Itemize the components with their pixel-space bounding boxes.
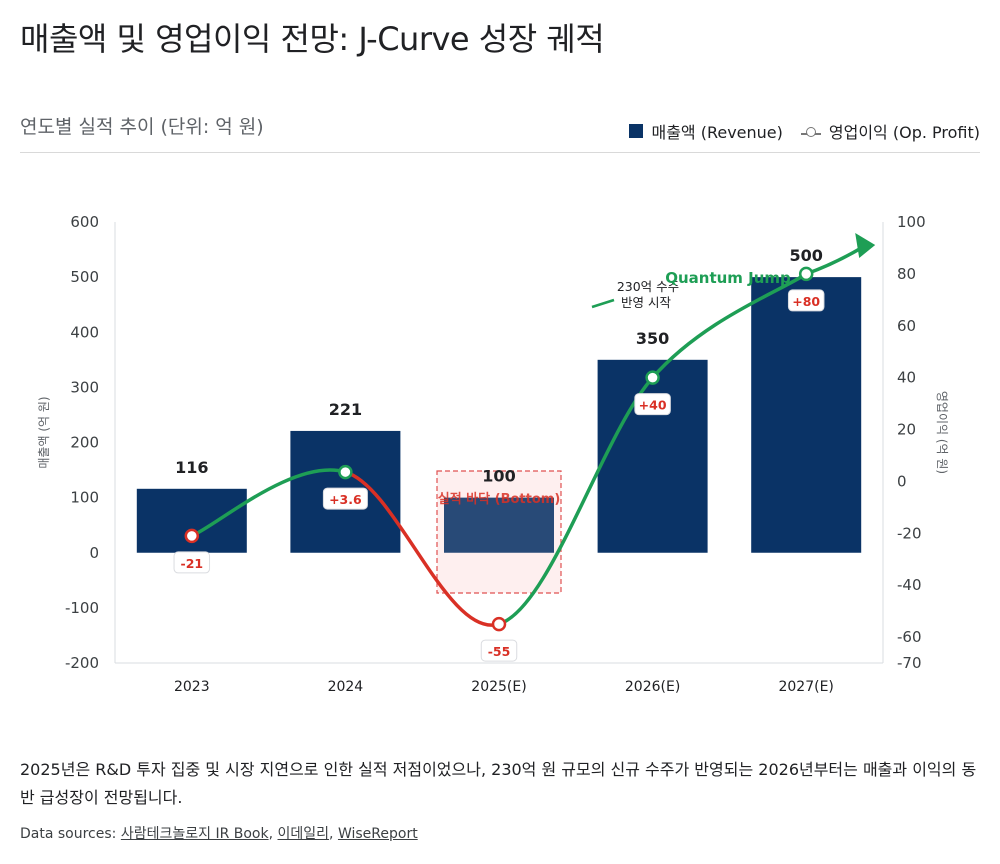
y2-tick-label: 80 bbox=[897, 265, 916, 283]
source-link-edaily[interactable]: 이데일리 bbox=[277, 826, 330, 842]
y2-tick-label: 60 bbox=[897, 317, 916, 335]
y2-tick-label: 100 bbox=[897, 213, 926, 231]
profit-point bbox=[491, 616, 507, 632]
profit-value-label: -55 bbox=[488, 644, 511, 659]
growth-arrow-head-icon bbox=[855, 233, 876, 258]
y2-tick-label: -20 bbox=[897, 524, 922, 542]
y2-tick-label: -40 bbox=[897, 576, 922, 594]
profit-label-box bbox=[322, 487, 368, 510]
chart-legend: 매출액 (Revenue) 영업이익 (Op. Profit) bbox=[629, 119, 980, 143]
profit-label-box bbox=[634, 393, 671, 416]
y-axis-title: 매출액 (억 원) bbox=[37, 396, 51, 468]
x-tick-label: 2025(E) bbox=[471, 679, 526, 695]
x-tick-label: 2024 bbox=[328, 679, 364, 695]
revenue-bar bbox=[136, 488, 247, 553]
y2-tick-label: -70 bbox=[897, 654, 922, 672]
profit-point bbox=[338, 464, 353, 480]
profit-value-label: +3.6 bbox=[329, 492, 362, 507]
legend-label-profit: 영업이익 (Op. Profit) bbox=[828, 123, 980, 142]
y-tick-label: 500 bbox=[70, 268, 99, 286]
y-tick-label: 400 bbox=[70, 323, 99, 341]
y2-tick-label: 0 bbox=[897, 472, 907, 490]
profit-line-segment bbox=[650, 272, 808, 380]
y-tick-label: -100 bbox=[65, 599, 99, 617]
sources-label: Data sources: bbox=[20, 826, 117, 842]
profit-label-box bbox=[480, 639, 518, 662]
profit-value-label: +40 bbox=[639, 398, 667, 413]
orders-annotation-line2: 반영 시작 bbox=[621, 295, 671, 310]
y2-axis-title: 영업이익 (억 원) bbox=[935, 391, 949, 474]
profit-line-segment bbox=[497, 375, 655, 626]
profit-line-segment bbox=[343, 470, 501, 627]
y2-tick-label: -60 bbox=[897, 628, 922, 646]
x-tick-label: 2027(E) bbox=[778, 679, 833, 695]
quantum-jump-annotation: Quantum Jump bbox=[665, 269, 791, 287]
legend-item-revenue: 매출액 (Revenue) bbox=[629, 119, 783, 143]
profit-point bbox=[645, 370, 660, 385]
profit-value-label: +80 bbox=[792, 294, 820, 309]
y-tick-label: -200 bbox=[65, 654, 99, 672]
revenue-bar bbox=[751, 277, 862, 553]
legend-item-profit: 영업이익 (Op. Profit) bbox=[800, 119, 980, 143]
revenue-value-label: 500 bbox=[789, 246, 822, 265]
orders-annotation-leader bbox=[591, 298, 615, 309]
x-tick-label: 2026(E) bbox=[625, 679, 680, 695]
revenue-swatch-icon bbox=[629, 124, 644, 138]
revenue-value-label: 221 bbox=[329, 400, 362, 419]
y-tick-label: 100 bbox=[70, 489, 99, 507]
page-title: 매출액 및 영업이익 전망: J-Curve 성장 궤적 bbox=[20, 20, 605, 58]
revenue-bar bbox=[444, 497, 554, 553]
y-tick-label: 200 bbox=[70, 434, 99, 452]
orders-annotation-line1: 230억 수주 bbox=[617, 279, 679, 294]
source-link-wisereport[interactable]: WiseReport bbox=[337, 826, 418, 842]
revenue-profit-chart: 6005004003002001000-100-200100806040200-… bbox=[37, 213, 949, 695]
profit-line-segment bbox=[190, 468, 348, 538]
profit-label-box bbox=[787, 289, 825, 312]
profit-line-marker-icon bbox=[800, 124, 821, 138]
y-tick-label: 600 bbox=[70, 213, 99, 231]
y2-tick-label: 40 bbox=[897, 369, 916, 387]
y-tick-label: 0 bbox=[89, 544, 99, 562]
x-tick-label: 2023 bbox=[174, 679, 210, 695]
chart-subtitle: 연도별 실적 추이 (단위: 억 원) bbox=[20, 116, 264, 138]
profit-point bbox=[798, 266, 814, 282]
revenue-value-label: 350 bbox=[636, 329, 669, 348]
profit-value-label: -21 bbox=[181, 556, 204, 571]
y-tick-label: 300 bbox=[70, 378, 99, 396]
source-link-ir-book[interactable]: 사람테크놀로지 IR Book bbox=[120, 826, 269, 842]
bottom-annotation: 실적 바닥 (Bottom) bbox=[438, 491, 561, 507]
y2-tick-label: 20 bbox=[897, 421, 916, 439]
chart-caption: 2025년은 R&D 투자 집중 및 시장 지연으로 인한 실적 저점이었으나,… bbox=[20, 760, 977, 807]
legend-label-revenue: 매출액 (Revenue) bbox=[651, 123, 783, 142]
profit-label-box bbox=[173, 551, 211, 574]
header-divider bbox=[20, 152, 980, 153]
data-sources: Data sources: 사람테크놀로지 IR Book, 이데일리, Wis… bbox=[20, 826, 418, 842]
revenue-bar bbox=[597, 359, 708, 553]
profit-point bbox=[184, 528, 200, 544]
revenue-value-label: 100 bbox=[482, 467, 515, 486]
revenue-value-label: 116 bbox=[175, 458, 208, 477]
